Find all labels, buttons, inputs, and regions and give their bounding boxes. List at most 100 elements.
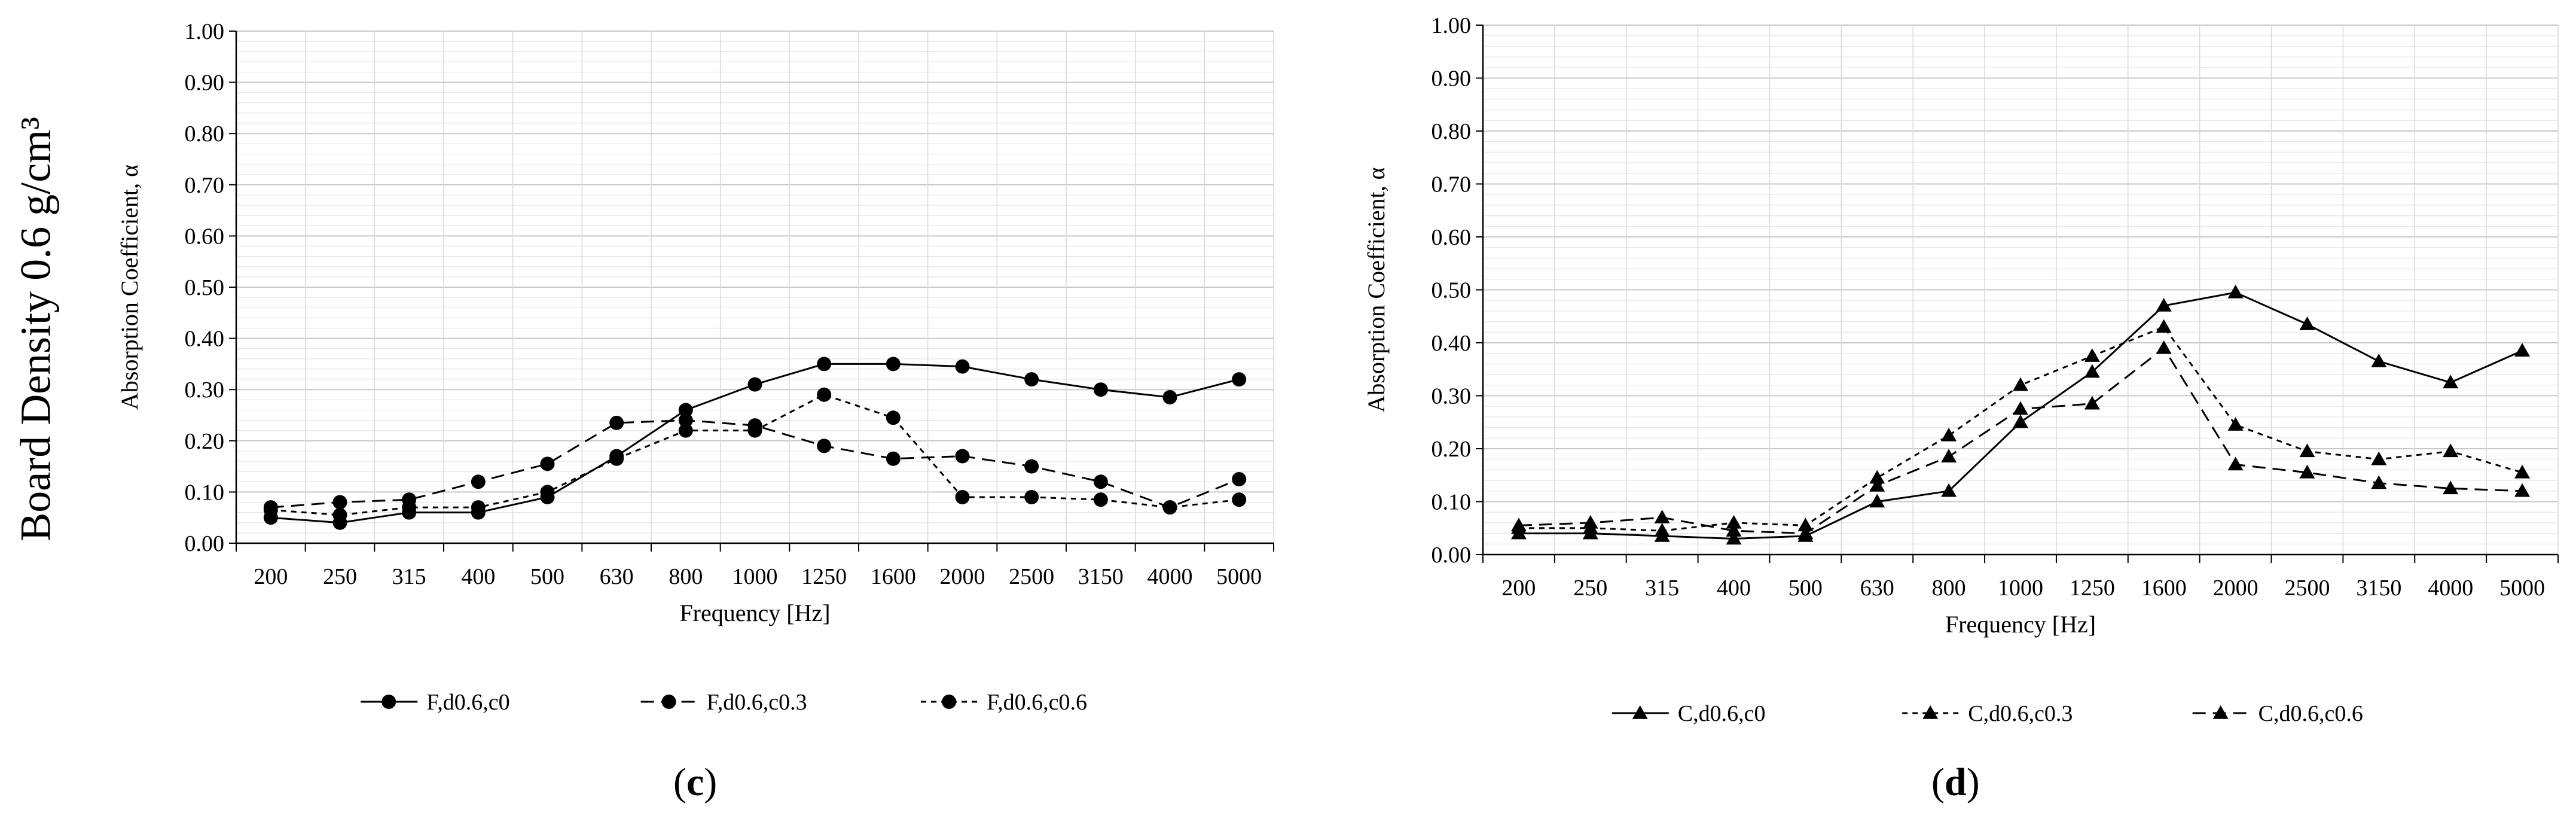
legend-entry-2: C,d0.6,c0.3	[1902, 701, 2073, 726]
y-tick-label: 0.30	[1432, 384, 1472, 409]
y-tick-label: 0.80	[1432, 119, 1472, 144]
series-3	[1510, 340, 2531, 540]
legend-entry-2: F,d0.6,c0.3	[640, 690, 807, 715]
series-3-point	[2013, 401, 2028, 415]
legend-entry-3: C,d0.6,c0.6	[2192, 701, 2363, 726]
panel-label-c: (c)	[673, 760, 718, 804]
legend-marker	[1922, 705, 1939, 719]
x-tick-label: 800	[1932, 576, 1966, 601]
series-3-point	[1654, 510, 1670, 523]
series-2-point	[1941, 427, 1957, 442]
series-3-point	[1797, 525, 1814, 540]
series-3-point	[817, 387, 832, 402]
legend-entry-3: F,d0.6,c0.6	[921, 690, 1087, 715]
x-tick-label: 1250	[2070, 576, 2115, 601]
series-1-point	[817, 357, 832, 372]
legend-marker	[1632, 705, 1648, 719]
legend-label: F,d0.6,c0	[426, 690, 509, 715]
series-3-point	[2514, 483, 2531, 497]
series-3-point	[2156, 340, 2172, 354]
series-2-point	[817, 439, 832, 453]
y-tick-label: 0.10	[185, 480, 225, 505]
series-3-point	[886, 410, 901, 425]
x-tick-label: 400	[461, 564, 495, 589]
series-1-point	[2443, 375, 2459, 389]
series-3-point	[609, 451, 624, 466]
y-tick-label: 0.20	[185, 429, 225, 454]
series-2-point	[540, 456, 555, 471]
y-tick-label: 0.70	[185, 173, 225, 198]
series-2-point	[1869, 470, 1885, 484]
x-tick-label: 4000	[1147, 564, 1193, 589]
y-tick-label: 0.00	[1432, 543, 1472, 568]
x-tick-label: 1000	[1998, 576, 2043, 601]
x-tick-label: 2000	[2213, 576, 2258, 601]
x-tick-label: 200	[254, 564, 288, 589]
series-3-line	[1518, 346, 2523, 535]
y-tick-label: 0.20	[1432, 437, 1472, 462]
series-3	[263, 387, 1247, 522]
series-1-point	[2227, 284, 2244, 299]
legend-marker	[942, 695, 957, 709]
x-tick-label: 500	[530, 564, 564, 589]
series-3-point	[1726, 523, 1742, 537]
legend-label: C,d0.6,c0	[1678, 701, 1766, 726]
legend-entry-1: C,d0.6,c0	[1611, 701, 1766, 726]
series-2-point	[1024, 459, 1039, 474]
series-3-point	[332, 507, 347, 522]
y-tick-label: 0.50	[1432, 278, 1472, 303]
series-2-point	[2514, 464, 2531, 479]
legend-label: C,d0.6,c0.3	[1968, 701, 2073, 726]
series-1-point	[1232, 372, 1247, 387]
y-tick-label: 0.80	[185, 121, 225, 147]
series-1-point	[2156, 298, 2172, 312]
series-2-point	[1093, 474, 1108, 489]
y-tick-label: 0.40	[185, 327, 225, 352]
legend-label: F,d0.6,c0.3	[707, 690, 807, 715]
x-tick-label: 250	[323, 564, 357, 589]
series-3-point	[540, 485, 555, 500]
series-3-point	[1869, 477, 1885, 492]
panel-letter-c: c	[686, 760, 704, 804]
x-tick-label: 2000	[940, 564, 985, 589]
x-axis-title: Frequency [Hz]	[1945, 611, 2096, 638]
series-3-point	[2227, 456, 2244, 471]
series-3-point	[747, 423, 762, 438]
y-tick-label: 0.60	[185, 224, 225, 249]
y-tick-label: 1.00	[1432, 13, 1472, 38]
y-tick-label: 0.40	[1432, 331, 1472, 356]
x-tick-label: 400	[1717, 576, 1751, 601]
series-1-point	[2514, 343, 2531, 357]
x-tick-label: 3150	[2356, 576, 2401, 601]
x-tick-label: 3150	[1078, 564, 1124, 589]
series-3-point	[263, 503, 278, 517]
series-2-point	[955, 449, 970, 464]
y-axis-title: Absorption Coefficient, α	[116, 165, 143, 410]
series-3-point	[2371, 475, 2387, 489]
series-1-point	[955, 359, 970, 374]
series-1-point	[747, 377, 762, 392]
series-1-point	[678, 403, 693, 418]
series-2-point	[609, 415, 624, 430]
series-2-point	[886, 451, 901, 466]
legend-marker	[381, 695, 396, 709]
y-tick-label: 0.00	[185, 531, 225, 556]
series-3-point	[2443, 480, 2459, 495]
x-tick-label: 1600	[2141, 576, 2187, 601]
y-tick-label: 0.60	[1432, 225, 1472, 250]
panel-letter-d: d	[1944, 760, 1967, 804]
series-1-point	[1162, 390, 1177, 405]
x-tick-label: 2500	[1009, 564, 1054, 589]
x-tick-label: 1250	[801, 564, 847, 589]
series-3-point	[1582, 514, 1598, 529]
series-2-point	[2084, 348, 2100, 362]
x-tick-label: 250	[1573, 576, 1607, 601]
series-2-point	[1654, 523, 1670, 537]
series-1-point	[1024, 372, 1039, 387]
series-3-point	[1510, 517, 1527, 532]
y-tick-label: 1.00	[185, 19, 225, 44]
series-1-point	[2299, 316, 2315, 330]
series-2-point	[2443, 443, 2459, 458]
x-tick-label: 500	[1788, 576, 1823, 601]
series-3-point	[1941, 449, 1957, 463]
